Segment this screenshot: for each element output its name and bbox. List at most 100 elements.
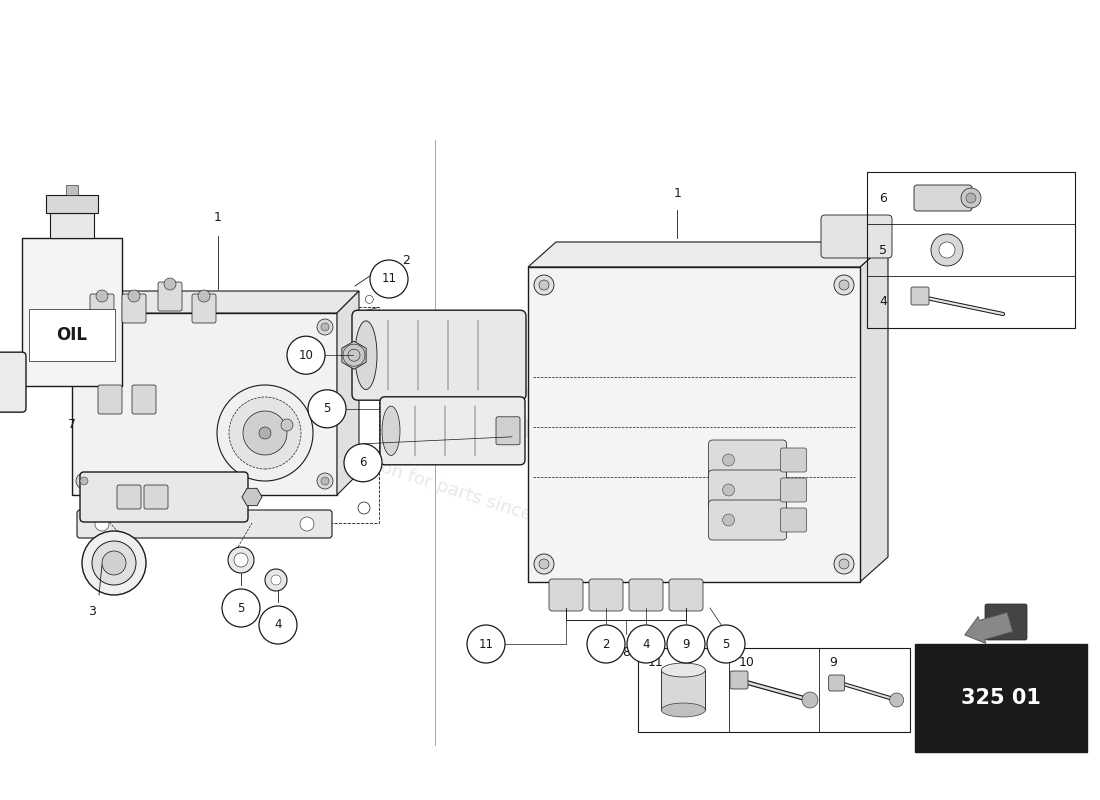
- FancyBboxPatch shape: [496, 417, 520, 445]
- Text: 11: 11: [382, 273, 396, 286]
- Circle shape: [92, 541, 136, 585]
- FancyBboxPatch shape: [352, 310, 526, 400]
- Text: 4: 4: [274, 618, 282, 631]
- FancyBboxPatch shape: [708, 440, 786, 480]
- Circle shape: [308, 390, 346, 428]
- Circle shape: [723, 454, 735, 466]
- Circle shape: [229, 397, 301, 469]
- Circle shape: [627, 625, 666, 663]
- Circle shape: [534, 554, 554, 574]
- Bar: [22, 238, 122, 386]
- Bar: [72, 313, 337, 495]
- Circle shape: [358, 317, 370, 328]
- FancyBboxPatch shape: [708, 470, 786, 510]
- Text: 5: 5: [879, 243, 887, 257]
- Text: 4: 4: [274, 612, 282, 625]
- Circle shape: [723, 484, 735, 496]
- Circle shape: [80, 477, 88, 485]
- FancyBboxPatch shape: [379, 397, 525, 465]
- Circle shape: [723, 514, 735, 526]
- Text: 7: 7: [68, 418, 76, 431]
- Circle shape: [370, 260, 408, 298]
- Circle shape: [287, 336, 324, 374]
- Circle shape: [961, 188, 981, 208]
- FancyBboxPatch shape: [984, 604, 1027, 640]
- FancyBboxPatch shape: [549, 579, 583, 611]
- Circle shape: [96, 290, 108, 302]
- Circle shape: [109, 502, 121, 514]
- Circle shape: [217, 385, 314, 481]
- Text: a passion for parts since 1985: a passion for parts since 1985: [318, 439, 582, 541]
- FancyBboxPatch shape: [781, 478, 806, 502]
- Text: 9: 9: [682, 638, 690, 650]
- Circle shape: [667, 625, 705, 663]
- FancyBboxPatch shape: [98, 385, 122, 414]
- Text: 4: 4: [642, 638, 650, 650]
- Bar: [638, 648, 910, 732]
- Ellipse shape: [661, 663, 705, 677]
- Circle shape: [222, 589, 260, 627]
- Text: 4: 4: [879, 295, 887, 309]
- Circle shape: [939, 242, 955, 258]
- Bar: [50, 213, 94, 238]
- Circle shape: [966, 193, 976, 203]
- Circle shape: [321, 477, 329, 485]
- Circle shape: [95, 517, 109, 531]
- Circle shape: [839, 559, 849, 569]
- Text: 3: 3: [88, 605, 96, 618]
- Circle shape: [358, 502, 370, 514]
- Text: 6: 6: [879, 191, 887, 205]
- Ellipse shape: [661, 703, 705, 717]
- Text: eurosport: eurosport: [187, 266, 713, 514]
- FancyArrow shape: [965, 612, 1013, 643]
- Text: 11: 11: [648, 657, 663, 670]
- FancyBboxPatch shape: [781, 448, 806, 472]
- Text: OIL: OIL: [56, 326, 88, 344]
- FancyBboxPatch shape: [911, 287, 930, 305]
- FancyBboxPatch shape: [144, 485, 168, 509]
- Text: 10: 10: [739, 657, 755, 670]
- Ellipse shape: [382, 406, 400, 455]
- FancyBboxPatch shape: [828, 675, 845, 691]
- FancyBboxPatch shape: [80, 472, 248, 522]
- Text: 5: 5: [238, 602, 244, 614]
- FancyBboxPatch shape: [122, 294, 146, 323]
- Circle shape: [300, 517, 313, 531]
- Circle shape: [344, 444, 382, 482]
- Bar: [46, 195, 98, 213]
- FancyBboxPatch shape: [730, 671, 748, 689]
- Circle shape: [539, 559, 549, 569]
- Circle shape: [534, 275, 554, 295]
- Circle shape: [258, 427, 271, 439]
- Text: 5: 5: [723, 638, 729, 650]
- Polygon shape: [342, 341, 366, 369]
- Polygon shape: [242, 488, 262, 506]
- Text: 5: 5: [236, 595, 245, 608]
- Circle shape: [234, 553, 248, 567]
- Text: 2: 2: [603, 638, 609, 650]
- FancyBboxPatch shape: [914, 185, 972, 211]
- Circle shape: [265, 569, 287, 591]
- Circle shape: [890, 693, 904, 707]
- Polygon shape: [337, 291, 359, 495]
- Polygon shape: [860, 242, 888, 582]
- Circle shape: [243, 411, 287, 455]
- Circle shape: [109, 317, 121, 328]
- Text: 9: 9: [829, 657, 837, 670]
- Circle shape: [802, 692, 818, 708]
- Circle shape: [587, 625, 625, 663]
- Bar: [528, 267, 860, 582]
- Circle shape: [102, 551, 126, 575]
- Bar: [867, 172, 1075, 328]
- Text: 8: 8: [621, 646, 630, 659]
- Text: 2: 2: [402, 254, 410, 267]
- FancyBboxPatch shape: [629, 579, 663, 611]
- FancyBboxPatch shape: [588, 579, 623, 611]
- Circle shape: [834, 275, 854, 295]
- Text: 11: 11: [478, 638, 494, 650]
- Circle shape: [317, 473, 333, 489]
- Circle shape: [82, 531, 146, 595]
- FancyBboxPatch shape: [77, 510, 332, 538]
- Circle shape: [834, 554, 854, 574]
- FancyBboxPatch shape: [669, 579, 703, 611]
